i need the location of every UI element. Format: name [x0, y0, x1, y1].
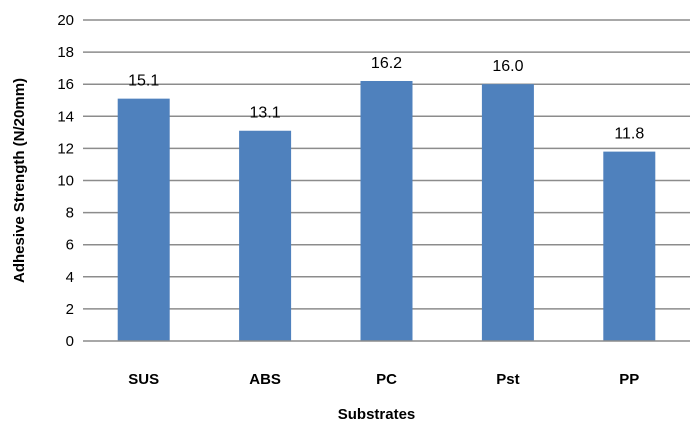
bar-sus [117, 98, 170, 342]
data-label: 13.1 [250, 105, 281, 122]
bars [117, 80, 656, 342]
x-tick-label: Pst [496, 371, 519, 388]
x-axis-title: Substrates [338, 406, 416, 423]
y-axis-tick-labels: 0 2 4 6 8 10 12 14 16 18 20 [57, 12, 74, 350]
data-label: 15.1 [128, 73, 159, 90]
x-tick-label: PP [619, 371, 639, 388]
x-tick-label: ABS [249, 371, 281, 388]
data-label: 16.2 [371, 55, 402, 72]
y-tick-label: 14 [57, 108, 74, 125]
y-tick-label: 12 [57, 140, 74, 157]
y-tick-label: 20 [57, 12, 74, 29]
y-tick-label: 8 [66, 205, 74, 222]
x-tick-label: PC [376, 371, 397, 388]
y-tick-label: 4 [66, 269, 74, 286]
y-axis-title: Adhesive Strength (N/20mm) [11, 78, 28, 283]
x-axis-tick-labels: SUS ABS PC Pst PP [128, 371, 639, 388]
y-tick-label: 0 [66, 333, 74, 350]
y-tick-label: 16 [57, 76, 74, 93]
y-tick-label: 2 [66, 301, 74, 318]
y-tick-label: 18 [57, 44, 74, 61]
data-label: 16.0 [492, 58, 523, 75]
bar-pp [603, 151, 656, 341]
data-labels: 15.1 13.1 16.2 16.0 11.8 [128, 55, 644, 143]
y-tick-label: 10 [57, 173, 74, 190]
y-tick-label: 6 [66, 237, 74, 254]
bar-abs [239, 130, 292, 341]
data-label: 11.8 [614, 126, 644, 143]
bar-pc [360, 80, 413, 342]
bar-pst [481, 84, 534, 341]
x-tick-label: SUS [128, 371, 159, 388]
